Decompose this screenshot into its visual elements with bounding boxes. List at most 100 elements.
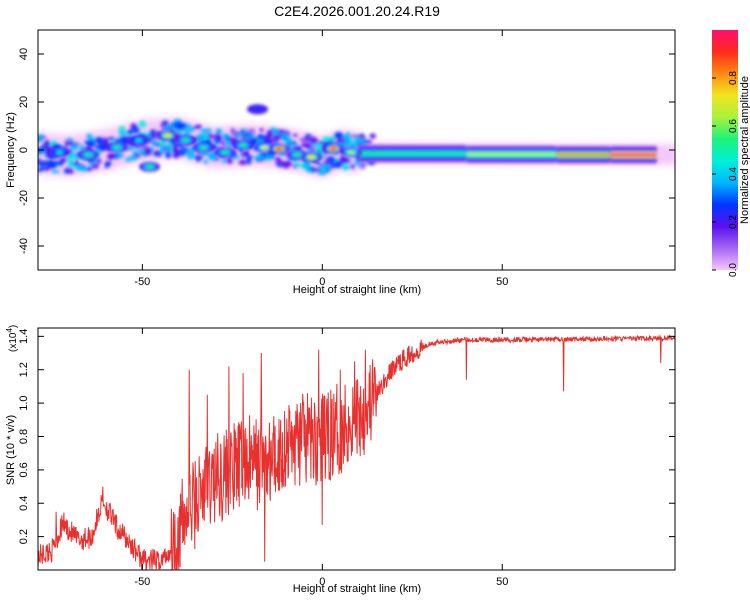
colorbar-tick-label: 0.0 <box>728 263 739 277</box>
colorbar-tick-label: 0.8 <box>728 71 739 85</box>
y-tick-label: 0.6 <box>18 462 30 477</box>
heat-cell <box>278 129 286 135</box>
snr-multiplier-close: ) <box>8 325 19 328</box>
heat-cell <box>316 161 322 166</box>
heat-cell <box>335 133 344 138</box>
heat-cell <box>263 156 272 161</box>
heat-cell <box>186 123 191 128</box>
spectrogram-x-ticks: -50 0 50 <box>134 30 508 288</box>
heat-cell <box>293 153 301 157</box>
heat-cell <box>221 158 228 164</box>
spectrogram-heat <box>38 104 675 179</box>
heat-blobs <box>49 104 362 172</box>
heat-cell <box>258 154 264 160</box>
heat-cell <box>132 125 140 134</box>
heat-cell <box>143 148 151 154</box>
heat-cell <box>198 155 204 160</box>
y-tick-label: 0 <box>18 147 30 153</box>
heat-cell <box>260 145 269 150</box>
heat-cell <box>199 145 208 150</box>
heat-cell <box>346 131 351 138</box>
heat-cell <box>329 147 337 151</box>
snr-multiplier-exponent: 4 <box>5 328 14 333</box>
heat-cell <box>163 133 172 138</box>
heat-cell <box>235 133 245 138</box>
heat-cell <box>166 142 172 146</box>
heat-cell <box>116 152 124 159</box>
heat-cell <box>282 161 290 169</box>
heat-cell <box>369 133 377 139</box>
heat-cell <box>165 151 172 159</box>
heat-cell <box>246 157 252 165</box>
heat-cell <box>224 138 230 145</box>
y-tick-label: -40 <box>18 238 30 254</box>
colorbar-tick-label: 0.2 <box>728 215 739 229</box>
heat-cell <box>208 151 215 159</box>
heat-cell <box>556 153 611 157</box>
heat-cell <box>107 152 114 161</box>
heat-cell <box>145 165 154 169</box>
heat-cell <box>159 146 166 151</box>
y-tick-label: 0.4 <box>18 496 30 511</box>
y-tick-label: 0.8 <box>18 429 30 444</box>
heat-cell <box>126 129 134 135</box>
heat-cell <box>108 136 115 141</box>
heat-cell <box>113 145 121 150</box>
heat-cell <box>221 150 229 155</box>
spectrogram-ylabel: Frequency (Hz) <box>5 112 17 188</box>
heat-cell <box>335 160 343 169</box>
heat-cell <box>65 137 74 141</box>
y-tick-label: 1.2 <box>18 362 30 377</box>
heat-cell <box>275 156 282 161</box>
heat-cell <box>176 129 183 135</box>
colorbar: 0.0 0.2 0.4 0.6 0.8 Normalized spectral ampl… <box>712 30 750 277</box>
snr-panel: -50 0 50 0.2 0.4 0.6 0.8 1.0 1.2 1.4 Height of s… <box>5 325 676 595</box>
heat-cell <box>38 158 42 164</box>
heat-cell <box>215 128 223 135</box>
y-tick-label: 1.0 <box>18 395 30 410</box>
heat-cell <box>275 147 283 151</box>
heat-cell <box>316 143 325 152</box>
heat-cell <box>238 159 248 166</box>
heat-cell <box>203 159 209 165</box>
x-tick-label: -50 <box>134 276 150 288</box>
heat-cell <box>129 155 138 161</box>
y-tick-label: 40 <box>18 48 30 60</box>
heat-cell <box>354 137 364 142</box>
heat-cell <box>610 153 658 157</box>
heat-cell <box>274 160 285 164</box>
heat-cell <box>358 152 467 156</box>
y-tick-label: -20 <box>18 190 30 206</box>
heat-cell <box>86 133 92 140</box>
heat-cell <box>253 107 262 111</box>
heat-cell <box>342 157 351 164</box>
heat-cell <box>44 139 51 147</box>
heat-cell <box>103 137 109 145</box>
heat-cell <box>217 135 223 141</box>
heat-cell <box>84 140 94 145</box>
heat-cell <box>172 150 180 159</box>
heat-cell <box>357 133 366 140</box>
heat-cell <box>146 133 151 139</box>
heat-cell <box>171 145 178 153</box>
heat-cell <box>320 151 325 156</box>
heat-cell <box>106 160 112 167</box>
heat-speckles <box>38 118 377 176</box>
heat-cell <box>95 139 101 143</box>
heat-cell <box>84 153 93 157</box>
heat-cell <box>325 156 336 164</box>
heat-cell <box>85 166 93 172</box>
heat-cell <box>94 145 100 150</box>
heat-cell <box>67 154 75 160</box>
x-tick-label: 50 <box>496 276 508 288</box>
heat-cell <box>60 157 68 162</box>
heat-cell <box>138 120 147 128</box>
heat-cell <box>347 150 355 155</box>
y-tick-label: 0.2 <box>18 529 30 544</box>
x-tick-label: 0 <box>319 576 325 588</box>
heat-cell <box>309 137 318 145</box>
spectrogram-y-ticks: 40 20 0 -20 -40 <box>18 48 675 254</box>
x-tick-label: 0 <box>319 276 325 288</box>
heat-cell <box>249 127 254 134</box>
